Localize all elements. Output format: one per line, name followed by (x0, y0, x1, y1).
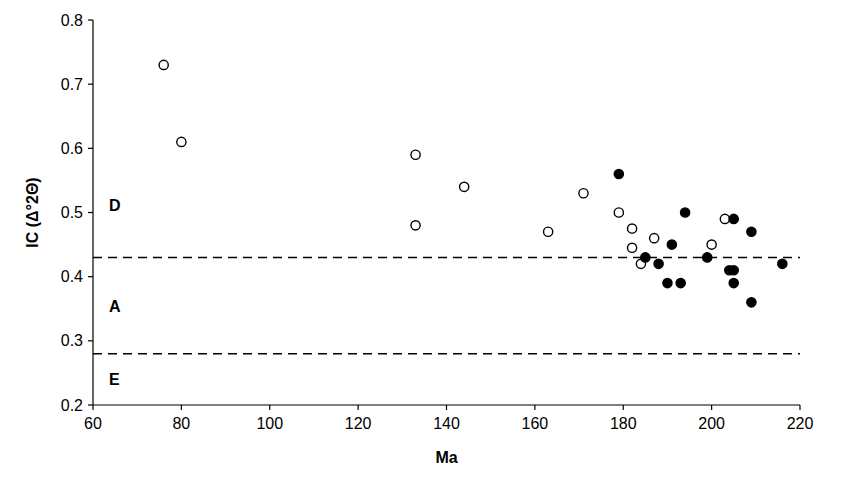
open-point (177, 137, 186, 146)
x-tick-label: 60 (84, 415, 102, 432)
filled-point (663, 278, 672, 287)
x-tick (446, 405, 447, 410)
filled-point (667, 240, 676, 249)
filled-point (654, 259, 663, 268)
x-tick (358, 405, 359, 410)
y-tick-label: 0.5 (61, 204, 83, 221)
x-tick (92, 405, 93, 410)
chart: 60 80 100 120 140 160 180 200 220 0.2 0.3 0.4 0.5 0.6… (0, 0, 844, 486)
y-axis-title: IC (Δ°2Θ) (24, 177, 41, 247)
y-tick-label: 0.2 (61, 397, 83, 414)
y-tick (88, 404, 93, 405)
filled-point (729, 266, 738, 275)
region-label: A (109, 298, 121, 315)
open-point (707, 240, 716, 249)
x-tick (269, 405, 270, 410)
open-point (720, 214, 729, 223)
y-tick (88, 212, 93, 213)
plot-area (93, 60, 800, 353)
open-point (627, 243, 636, 252)
y-tick-label: 0.7 (61, 76, 83, 93)
region-label: D (109, 197, 121, 214)
x-tick (623, 405, 624, 410)
filled-point (681, 208, 690, 217)
filled-point (729, 278, 738, 287)
y-tick-label: 0.6 (61, 140, 83, 157)
x-axis-title: Ma (435, 449, 457, 466)
x-tick-label: 200 (698, 415, 725, 432)
x-tick-label: 80 (172, 415, 190, 432)
open-point (614, 208, 623, 217)
x-tick-label: 220 (787, 415, 814, 432)
open-point (159, 60, 168, 69)
x-tick-label: 180 (610, 415, 637, 432)
x-tick (711, 405, 712, 410)
open-point (460, 182, 469, 191)
y-tick (88, 340, 93, 341)
filled-point (778, 259, 787, 268)
y-tick-label: 0.8 (61, 12, 83, 29)
filled-point (703, 253, 712, 262)
filled-point (729, 214, 738, 223)
y-tick-label: 0.3 (61, 332, 83, 349)
open-point (650, 234, 659, 243)
x-tick-label: 140 (433, 415, 460, 432)
open-point (411, 150, 420, 159)
y-tick-label: 0.4 (61, 268, 83, 285)
x-tick-label: 120 (345, 415, 372, 432)
filled-point (614, 169, 623, 178)
x-tick-label: 160 (522, 415, 549, 432)
x-tick (799, 405, 800, 410)
region-label: E (109, 371, 120, 388)
filled-point (747, 298, 756, 307)
x-tick (534, 405, 535, 410)
x-tick (181, 405, 182, 410)
open-point (411, 221, 420, 230)
y-tick (88, 148, 93, 149)
y-tick (88, 19, 93, 20)
x-tick-label: 100 (256, 415, 283, 432)
filled-point (641, 253, 650, 262)
threshold-line (93, 257, 800, 259)
y-tick (88, 84, 93, 85)
threshold-line (93, 353, 800, 355)
open-point (627, 224, 636, 233)
y-tick (88, 276, 93, 277)
open-point (579, 189, 588, 198)
open-point (544, 227, 553, 236)
filled-point (747, 227, 756, 236)
filled-point (676, 278, 685, 287)
